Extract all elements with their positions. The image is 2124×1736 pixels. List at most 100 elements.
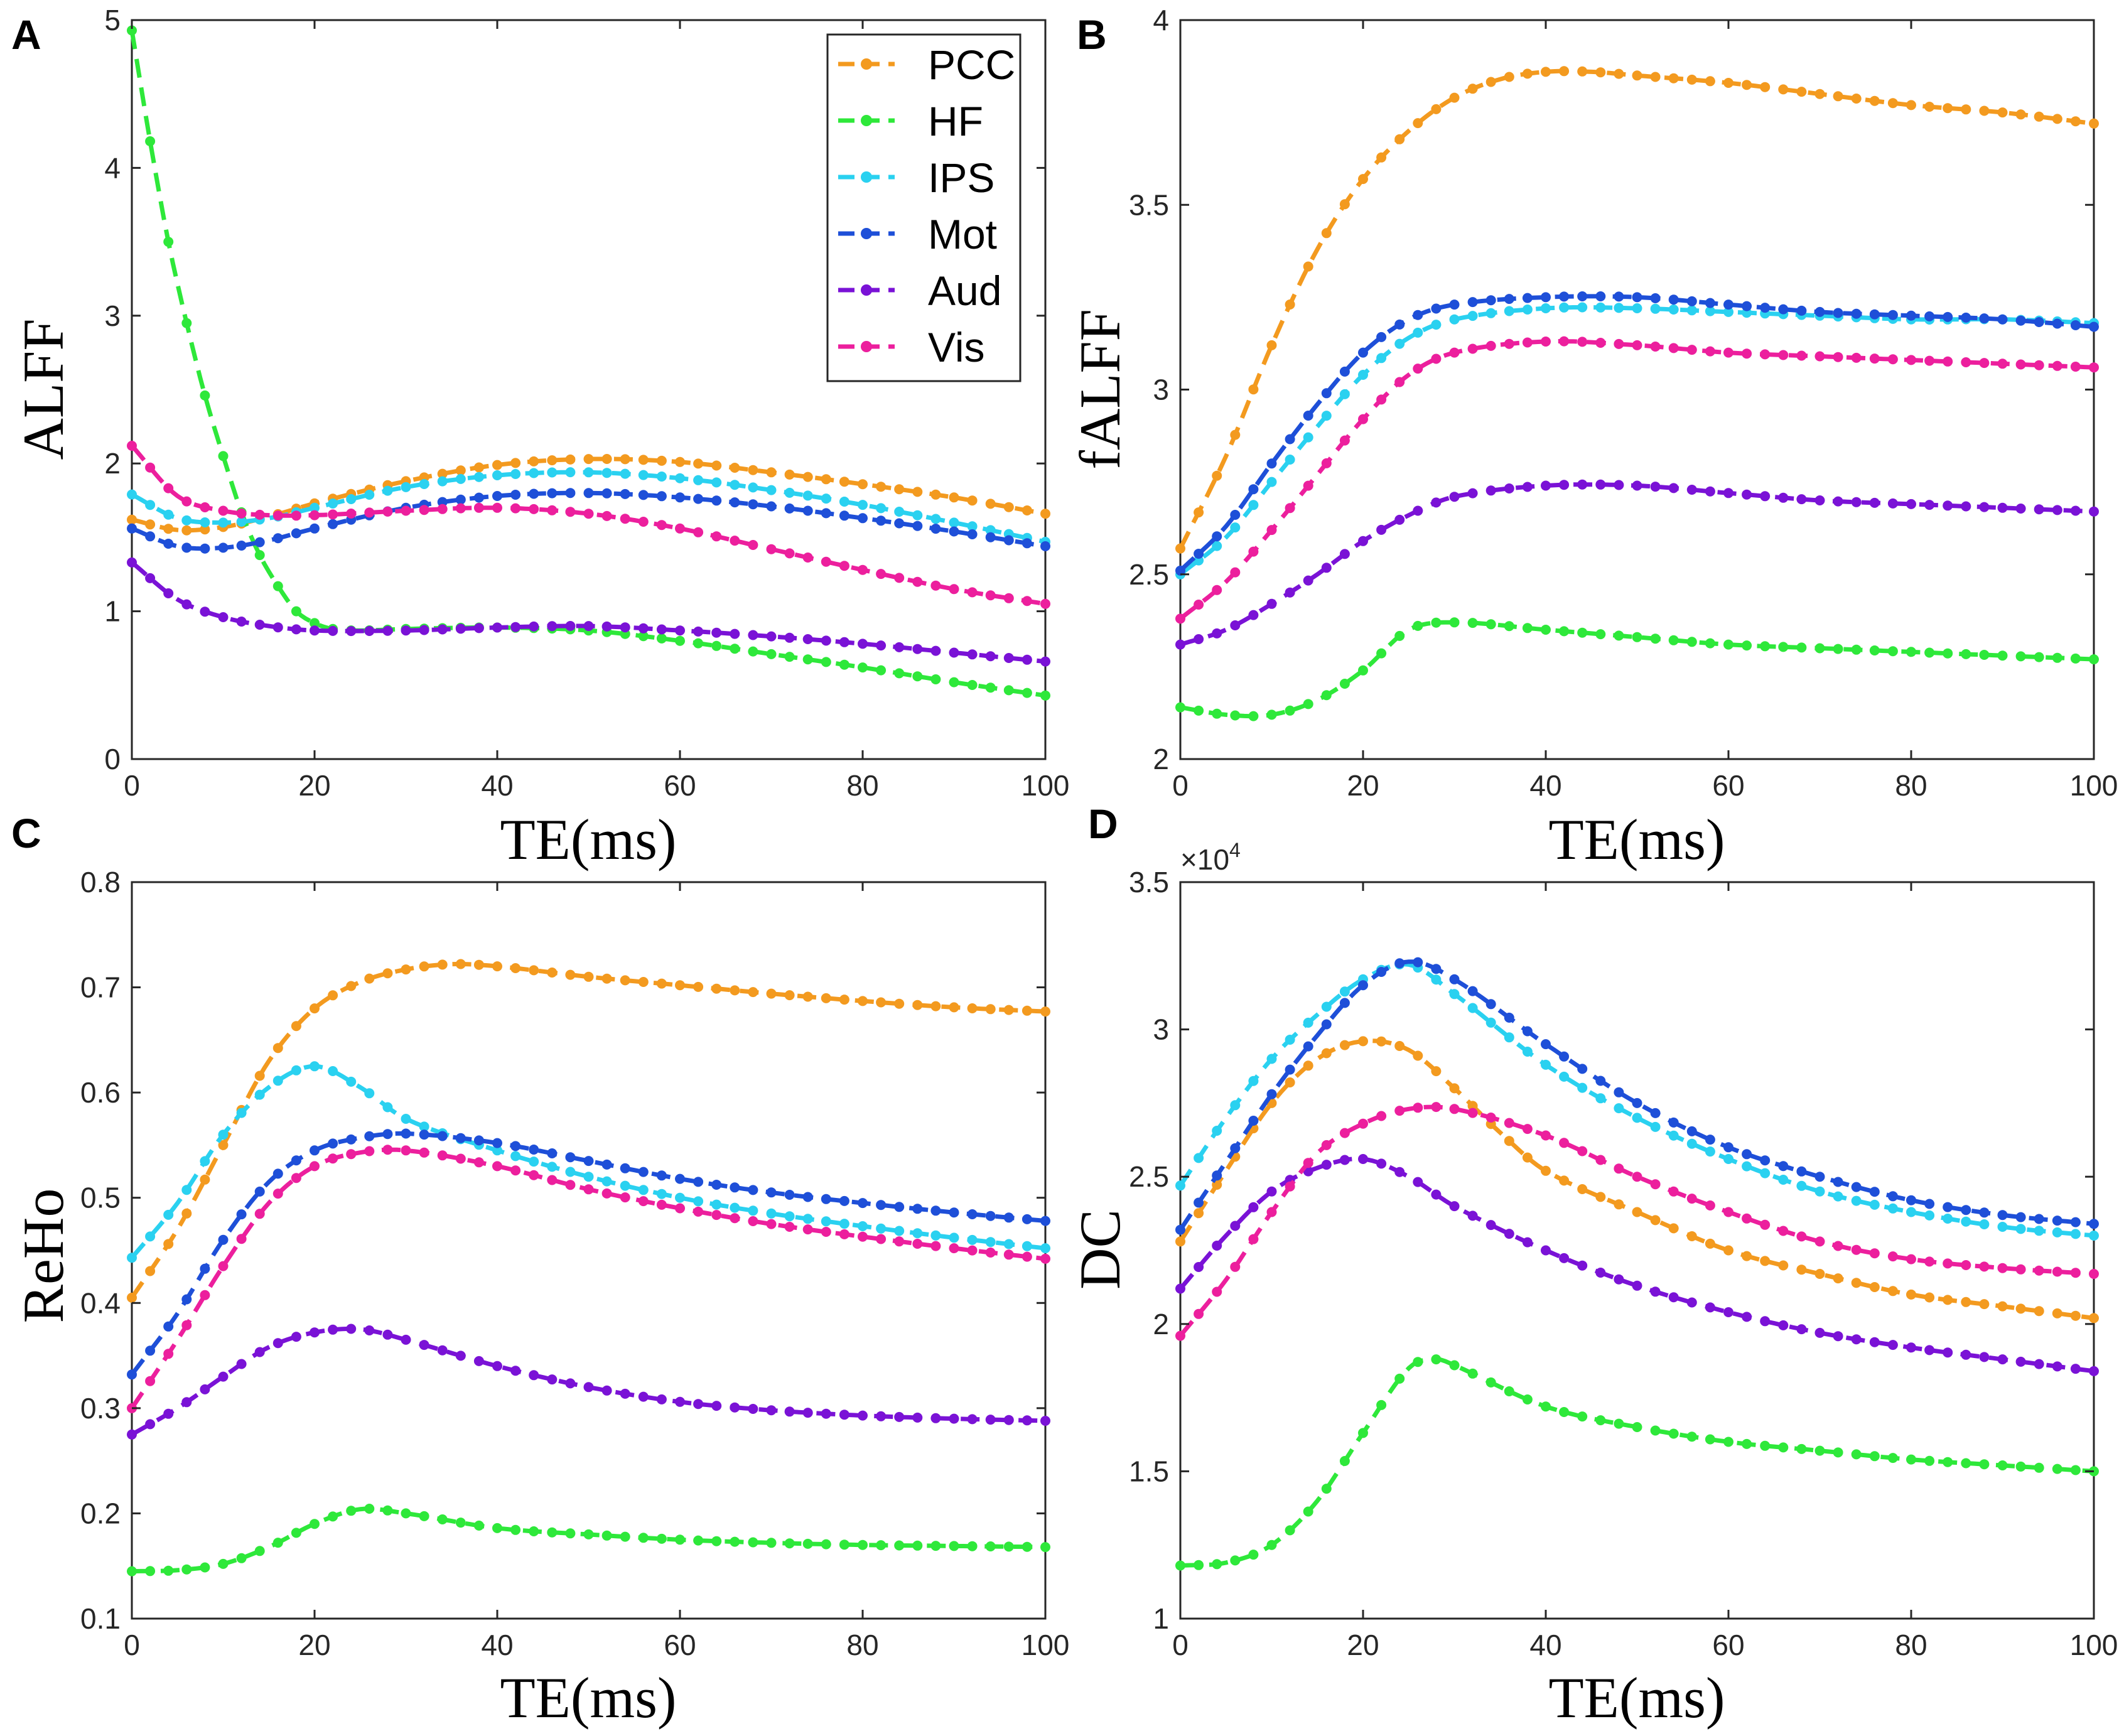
data-point [328,1153,338,1164]
data-point [401,482,411,492]
data-point [1303,261,1313,272]
data-point [2034,1226,2044,1236]
data-point [912,671,923,682]
data-point [876,640,887,651]
data-point [218,1234,229,1245]
data-point [1997,650,2008,661]
data-point [748,1537,758,1548]
data-point [821,508,831,519]
data-point [1504,1012,1514,1023]
data-point [1632,303,1642,313]
data-point [1650,1179,1661,1190]
data-point [218,542,229,553]
data-point [236,1234,247,1244]
data-point [1376,1158,1387,1169]
data-point [1303,699,1313,709]
data-point [1175,1224,1185,1235]
data-point [1212,1241,1222,1251]
data-point [1595,1093,1606,1104]
data-point [802,490,813,501]
data-point [1979,1207,1990,1218]
data-point [1686,74,1697,85]
data-point [1833,1241,1843,1251]
data-point [985,1004,996,1015]
data-point [1559,302,1570,313]
data-point [1321,1019,1332,1030]
data-point [1742,1213,1752,1224]
data-point [711,460,722,471]
series-hf [127,1504,1050,1577]
data-point [1943,648,1953,659]
legend-label: IPS [928,154,995,201]
data-point [473,1520,484,1531]
data-point [1467,1003,1478,1013]
data-point [328,625,338,636]
data-point [547,505,558,515]
data-point [254,550,265,561]
data-point [200,1174,210,1185]
series-marks [127,25,1050,701]
data-point [1504,1032,1514,1043]
data-point [930,1001,941,1011]
data-point [1467,986,1478,996]
data-point [547,1527,558,1538]
data-point [1686,1194,1697,1204]
data-point [1632,1172,1642,1182]
data-point [1040,1416,1050,1426]
data-point [218,451,229,461]
data-point [967,529,978,539]
data-point [254,537,265,547]
data-point [1467,84,1478,94]
data-point [1924,311,1935,321]
data-point [1650,1108,1661,1118]
data-point [1431,964,1442,974]
data-point [2034,1265,2044,1276]
data-point [693,458,704,469]
data-point [1394,514,1405,525]
data-point [1924,500,1935,510]
data-point [784,1538,795,1549]
data-point [930,674,941,684]
data-point [1686,1231,1697,1241]
data-point [2034,504,2044,515]
data-point [291,606,301,617]
y-tick-label: 0.7 [80,971,121,1004]
data-point [1485,295,1496,306]
data-point [1961,312,1971,323]
data-point [1614,1163,1624,1174]
data-point [1686,345,1697,355]
data-point [2070,116,2081,127]
data-point [912,1412,923,1423]
legend-label: Vis [928,324,985,370]
data-point [1723,347,1733,358]
y-tick-label: 2.5 [1129,558,1169,591]
data-point [1467,1368,1478,1379]
data-point [1979,1352,1990,1362]
data-point [858,500,868,510]
data-point [858,513,868,524]
data-point [547,1148,558,1158]
data-point [1851,497,1862,507]
data-point [1705,1238,1715,1249]
data-point [510,963,521,973]
data-point [2015,651,2026,662]
data-point [1022,505,1032,515]
data-point [638,1533,649,1543]
data-point [200,390,210,401]
data-point [2070,1268,2081,1278]
data-point [1650,293,1661,303]
data-point [1632,70,1642,81]
data-point [382,1145,393,1155]
data-point [1577,1146,1588,1156]
data-point [894,1236,905,1247]
data-point [949,1207,959,1218]
data-point [346,1324,357,1334]
data-point [1541,67,1551,77]
data-point [1248,711,1259,721]
data-point [1668,1117,1679,1128]
data-point [1742,301,1752,311]
data-point [638,517,649,527]
data-point [1650,482,1661,492]
data-point [1559,1253,1570,1263]
data-point [181,599,192,610]
